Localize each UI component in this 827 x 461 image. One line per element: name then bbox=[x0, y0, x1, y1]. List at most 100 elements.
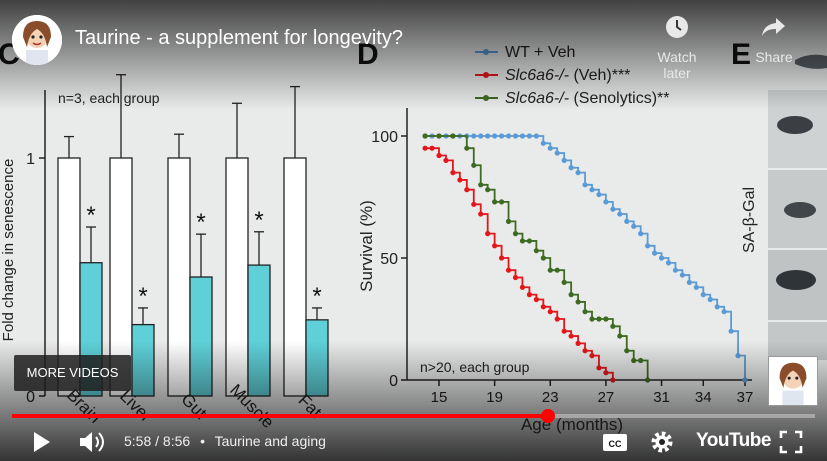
survival-point bbox=[707, 296, 713, 303]
survival-point bbox=[728, 328, 734, 334]
progress-played bbox=[12, 414, 549, 418]
survival-point bbox=[575, 170, 581, 176]
play-icon bbox=[34, 432, 50, 452]
panel-c-ylabel: Fold change in senescence bbox=[0, 159, 17, 342]
survival-point bbox=[561, 279, 567, 285]
survival-point bbox=[526, 238, 533, 244]
survival-point bbox=[603, 370, 609, 376]
channel-watermark[interactable] bbox=[768, 356, 818, 406]
panel-d-note: n>20, each group bbox=[420, 359, 530, 375]
survival-point bbox=[596, 365, 602, 371]
fullscreen-button[interactable] bbox=[778, 428, 804, 456]
survival-point bbox=[610, 206, 616, 212]
survival-point bbox=[485, 133, 491, 139]
survival-point bbox=[422, 145, 428, 151]
survival-point bbox=[505, 267, 512, 273]
survival-point bbox=[492, 243, 498, 249]
line-x-tick-label: 31 bbox=[653, 389, 670, 406]
bar-y-tick-label: 1 bbox=[26, 151, 35, 168]
survival-point bbox=[589, 187, 595, 193]
survival-point bbox=[498, 199, 505, 205]
line-y-tick-label: 100 bbox=[371, 129, 398, 146]
survival-point bbox=[610, 377, 616, 383]
survival-point bbox=[603, 199, 609, 205]
survival-point bbox=[471, 162, 477, 168]
survival-point bbox=[631, 357, 637, 364]
share-arrow-icon bbox=[762, 18, 785, 36]
survival-point bbox=[582, 309, 588, 315]
clock-icon bbox=[666, 16, 688, 38]
survival-point bbox=[512, 231, 519, 237]
survival-point bbox=[540, 255, 546, 261]
survival-point bbox=[429, 145, 435, 151]
survival-point bbox=[512, 274, 519, 281]
survival-point bbox=[617, 333, 623, 339]
line-x-tick-label: 27 bbox=[598, 389, 615, 406]
chapter-title[interactable]: Taurine and aging bbox=[214, 433, 326, 449]
bar bbox=[247, 264, 271, 397]
survival-point bbox=[679, 272, 686, 278]
legend-marker bbox=[483, 95, 489, 101]
bar bbox=[283, 157, 307, 397]
more-videos-button[interactable]: MORE VIDEOS bbox=[14, 355, 131, 391]
survival-legend: WT + Veh Slc6a6-/- (Veh)*** Slc6a6-/- (Sen… bbox=[475, 44, 670, 107]
captions-button[interactable]: CC bbox=[601, 428, 629, 456]
survival-point bbox=[464, 187, 470, 193]
cartoon-avatar-icon bbox=[12, 15, 62, 65]
survival-point bbox=[471, 133, 477, 139]
watch-later-label: Watch later bbox=[657, 49, 697, 81]
survival-point bbox=[533, 133, 539, 139]
legend-marker bbox=[483, 72, 489, 78]
video-title[interactable]: Taurine - a supplement for longevity? bbox=[75, 27, 403, 49]
settings-button[interactable] bbox=[648, 428, 676, 456]
survival-point bbox=[498, 255, 505, 261]
survival-point bbox=[624, 348, 630, 354]
scrubber-handle[interactable] bbox=[541, 409, 556, 423]
survival-point bbox=[575, 299, 581, 305]
youtube-logo[interactable]: YouTube bbox=[696, 430, 771, 451]
survival-point bbox=[582, 348, 588, 354]
survival-point bbox=[554, 316, 560, 322]
survival-point bbox=[742, 377, 748, 383]
gear-icon bbox=[651, 431, 673, 453]
channel-avatar[interactable] bbox=[12, 15, 62, 65]
play-button[interactable] bbox=[28, 428, 54, 456]
survival-point bbox=[478, 211, 484, 217]
volume-button[interactable] bbox=[76, 428, 106, 456]
line-x-tick-label: 37 bbox=[737, 389, 754, 406]
watch-later-button[interactable]: Watch later bbox=[642, 14, 712, 81]
survival-point bbox=[658, 255, 665, 261]
time-display: 5:58 / 8:56 • Taurine and aging bbox=[124, 433, 326, 449]
survival-point bbox=[478, 133, 484, 139]
survival-point bbox=[735, 353, 741, 359]
survival-point bbox=[526, 292, 533, 298]
survival-point bbox=[505, 218, 512, 224]
line-y-tick-label: 0 bbox=[389, 373, 398, 390]
current-time: 5:58 bbox=[124, 433, 152, 449]
zebrafish-images bbox=[768, 54, 827, 360]
bar bbox=[189, 276, 213, 397]
panel-c-note: n=3, each group bbox=[58, 90, 160, 106]
survival-point bbox=[519, 284, 526, 290]
line-x-tick-label: 23 bbox=[542, 389, 559, 406]
bar-y-tick-label: 0 bbox=[26, 389, 35, 406]
bar bbox=[131, 323, 155, 397]
survival-point bbox=[596, 191, 602, 198]
bar bbox=[225, 157, 249, 397]
survival-point bbox=[589, 316, 595, 322]
survival-point bbox=[568, 333, 574, 339]
survival-point bbox=[540, 304, 546, 310]
survival-point bbox=[617, 211, 623, 217]
survival-point bbox=[457, 177, 463, 183]
survival-point bbox=[693, 284, 699, 290]
cartoon-avatar-icon bbox=[769, 357, 817, 405]
volume-icon bbox=[80, 432, 104, 452]
survival-point bbox=[547, 267, 553, 273]
survival-point bbox=[638, 231, 644, 237]
progress-bar[interactable] bbox=[12, 409, 815, 423]
share-button[interactable]: Share bbox=[739, 14, 809, 65]
survival-point bbox=[540, 140, 546, 146]
legend-marker bbox=[483, 49, 489, 55]
survival-point bbox=[575, 340, 581, 346]
